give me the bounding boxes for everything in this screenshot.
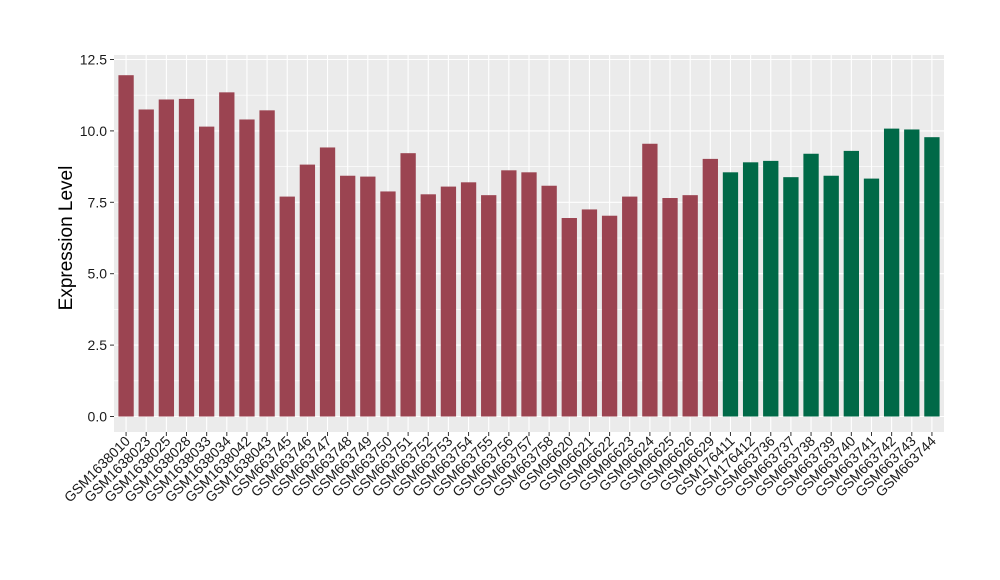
y-tick-label: 12.5	[80, 52, 107, 68]
bar-GSM663743	[904, 129, 920, 417]
y-tick-label: 10.0	[80, 123, 107, 139]
bar-GSM663738	[803, 153, 819, 417]
bar-GSM663742	[883, 128, 900, 417]
bar-GSM663741	[863, 178, 880, 417]
bar-GSM663744	[924, 137, 940, 417]
bar-GSM1638034	[219, 92, 235, 417]
bar-GSM663757	[521, 172, 537, 417]
bar-GSM1638023	[138, 109, 154, 417]
bar-GSM96625	[662, 198, 678, 417]
y-axis: 0.0 2.5 5.0 7.5 10.0 12.5	[80, 52, 114, 425]
bar-GSM663749	[360, 176, 376, 417]
x-axis: GSM1638010GSM1638023GSM1638025GSM1638028…	[61, 432, 939, 505]
y-tick-label: 5.0	[88, 266, 108, 282]
bar-GSM1638043	[259, 110, 275, 417]
bar-GSM1638042	[239, 119, 255, 417]
bar-GSM96621	[581, 209, 598, 417]
bar-GSM176412	[742, 162, 759, 417]
bar-GSM176411	[722, 172, 739, 417]
y-tick-label: 7.5	[88, 194, 108, 210]
y-axis-title: Expression Level	[56, 166, 77, 311]
bar-GSM663750	[380, 191, 396, 417]
bar-GSM663740	[843, 150, 859, 417]
bar-GSM663737	[783, 177, 799, 417]
bar-GSM663746	[299, 164, 316, 417]
bar-GSM663751	[400, 153, 416, 417]
bar-GSM663758	[541, 185, 557, 417]
bar-GSM663748	[340, 175, 356, 417]
bars	[118, 75, 940, 417]
y-tick-label: 2.5	[88, 337, 108, 353]
bar-GSM663756	[501, 170, 517, 417]
bar-GSM96622	[601, 215, 618, 417]
bar-GSM663755	[481, 195, 497, 417]
bar-GSM663745	[279, 196, 295, 417]
bar-GSM663754	[460, 182, 477, 417]
bar-GSM96626	[682, 195, 698, 417]
bar-GSM663753	[440, 186, 457, 417]
bar-GSM96629	[702, 158, 718, 417]
bar-GSM96624	[642, 143, 658, 417]
bar-GSM1638028	[178, 98, 195, 417]
y-tick-label: 0.0	[88, 409, 108, 425]
bar-GSM96623	[622, 196, 638, 417]
bar-GSM663752	[420, 194, 436, 417]
bar-GSM96620	[561, 218, 577, 417]
bar-GSM663739	[823, 175, 839, 417]
bar-GSM1638033	[199, 126, 215, 417]
bar-GSM1638010	[118, 75, 134, 417]
bar-GSM1638025	[158, 99, 175, 417]
bar-GSM663736	[763, 160, 779, 417]
bar-GSM663747	[319, 147, 336, 417]
